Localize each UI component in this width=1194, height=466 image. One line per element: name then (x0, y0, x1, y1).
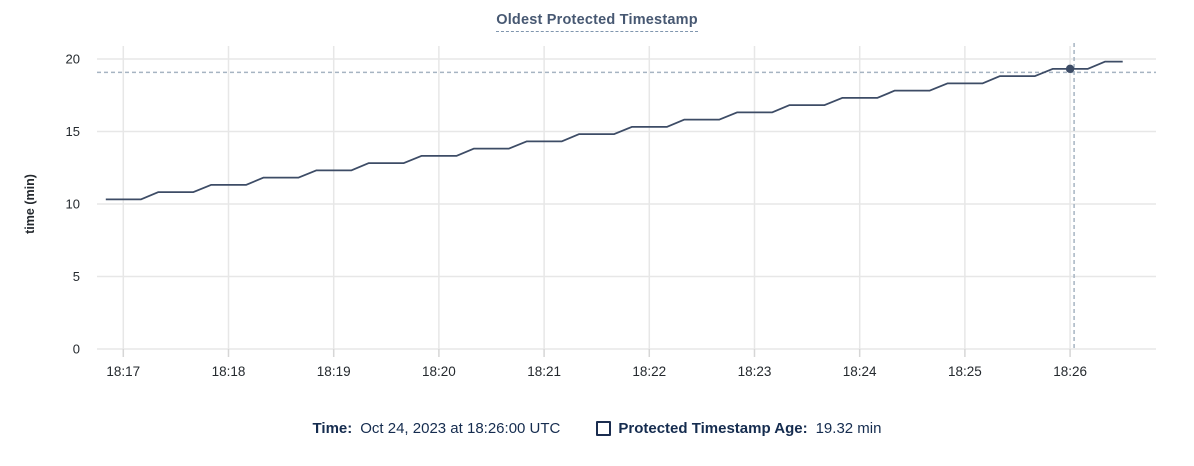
x-tick-label: 18:18 (212, 364, 246, 379)
y-tick-label: 10 (66, 197, 80, 212)
y-tick-label: 15 (66, 124, 80, 139)
y-tick-label: 20 (66, 52, 80, 67)
x-tick-label: 18:21 (527, 364, 561, 379)
series-line-protected-timestamp-age (105, 60, 1123, 201)
x-tick-label: 18:26 (1053, 364, 1087, 379)
y-tick-label: 5 (73, 269, 80, 284)
x-tick-label: 18:22 (632, 364, 666, 379)
series-value: 19.32 min (815, 420, 882, 437)
legend-checkbox[interactable] (596, 421, 612, 436)
x-tick-label: 18:25 (948, 364, 982, 379)
x-tick-label: 18:20 (422, 364, 456, 379)
hover-time: Time: Oct 24, 2023 at 18:26:00 UTC (313, 420, 561, 437)
chart-title[interactable]: Oldest Protected Timestamp (496, 12, 698, 32)
chart-header: Oldest Protected Timestamp (0, 11, 1194, 32)
y-axis-label: time (min) (23, 174, 37, 234)
x-tick-label: 18:19 (317, 364, 351, 379)
time-label: Time: (312, 420, 353, 437)
legend-item-protected-timestamp-age[interactable]: Protected Timestamp Age: 19.32 min (596, 420, 881, 437)
x-tick-label: 18:24 (843, 364, 877, 379)
y-tick-label: 0 (73, 342, 80, 357)
x-tick-label: 18:23 (738, 364, 772, 379)
series-label: Protected Timestamp Age: (618, 420, 808, 437)
x-tick-label: 18:17 (106, 364, 140, 379)
time-value: Oct 24, 2023 at 18:26:00 UTC (360, 420, 561, 437)
oldest-protected-timestamp-chart[interactable]: 0 5 10 15 20 18:17 18:18 18:19 18:20 18:21 18:22 18… (0, 0, 1194, 400)
hover-legend: Time: Oct 24, 2023 at 18:26:00 UTC Prote… (0, 420, 1194, 437)
hover-point (1065, 64, 1075, 74)
